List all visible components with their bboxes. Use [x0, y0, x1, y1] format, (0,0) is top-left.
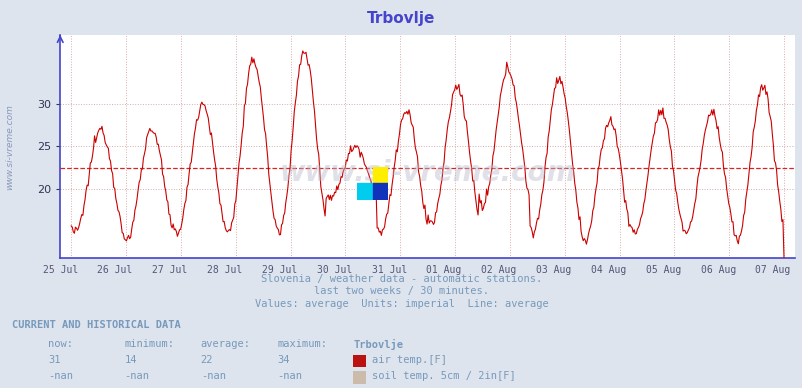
Text: 34: 34 [277, 355, 290, 365]
Text: www.si-vreme.com: www.si-vreme.com [279, 159, 575, 187]
Text: -nan: -nan [48, 371, 73, 381]
Polygon shape [372, 167, 387, 184]
Text: 25 Jul: 25 Jul [43, 265, 78, 275]
Text: 07 Aug: 07 Aug [755, 265, 790, 275]
Text: 27 Jul: 27 Jul [152, 265, 188, 275]
Polygon shape [372, 184, 387, 200]
Text: Values: average  Units: imperial  Line: average: Values: average Units: imperial Line: av… [254, 299, 548, 309]
Text: 14: 14 [124, 355, 137, 365]
Text: 22: 22 [200, 355, 213, 365]
Text: -nan: -nan [200, 371, 225, 381]
Text: last two weeks / 30 minutes.: last two weeks / 30 minutes. [314, 286, 488, 296]
Text: air temp.[F]: air temp.[F] [371, 355, 446, 365]
Text: now:: now: [48, 339, 73, 349]
Text: 02 Aug: 02 Aug [480, 265, 516, 275]
Text: maximum:: maximum: [277, 339, 326, 349]
Text: average:: average: [200, 339, 250, 349]
Text: 29 Jul: 29 Jul [261, 265, 297, 275]
Text: 28 Jul: 28 Jul [207, 265, 242, 275]
Text: 04 Aug: 04 Aug [590, 265, 626, 275]
Text: 06 Aug: 06 Aug [699, 265, 735, 275]
Text: 30 Jul: 30 Jul [316, 265, 351, 275]
Text: 26 Jul: 26 Jul [97, 265, 132, 275]
Text: soil temp. 5cm / 2in[F]: soil temp. 5cm / 2in[F] [371, 371, 515, 381]
Text: -nan: -nan [124, 371, 149, 381]
Text: www.si-vreme.com: www.si-vreme.com [5, 104, 14, 191]
Polygon shape [357, 184, 372, 200]
Text: 03 Aug: 03 Aug [536, 265, 571, 275]
Text: Trbovlje: Trbovlje [353, 339, 403, 350]
Text: 31: 31 [48, 355, 61, 365]
Text: Trbovlje: Trbovlje [367, 11, 435, 26]
Text: 31 Jul: 31 Jul [371, 265, 407, 275]
Text: minimum:: minimum: [124, 339, 174, 349]
Text: -nan: -nan [277, 371, 302, 381]
Text: Slovenia / weather data - automatic stations.: Slovenia / weather data - automatic stat… [261, 274, 541, 284]
Text: CURRENT AND HISTORICAL DATA: CURRENT AND HISTORICAL DATA [12, 320, 180, 330]
Text: 05 Aug: 05 Aug [645, 265, 680, 275]
Text: 01 Aug: 01 Aug [426, 265, 461, 275]
